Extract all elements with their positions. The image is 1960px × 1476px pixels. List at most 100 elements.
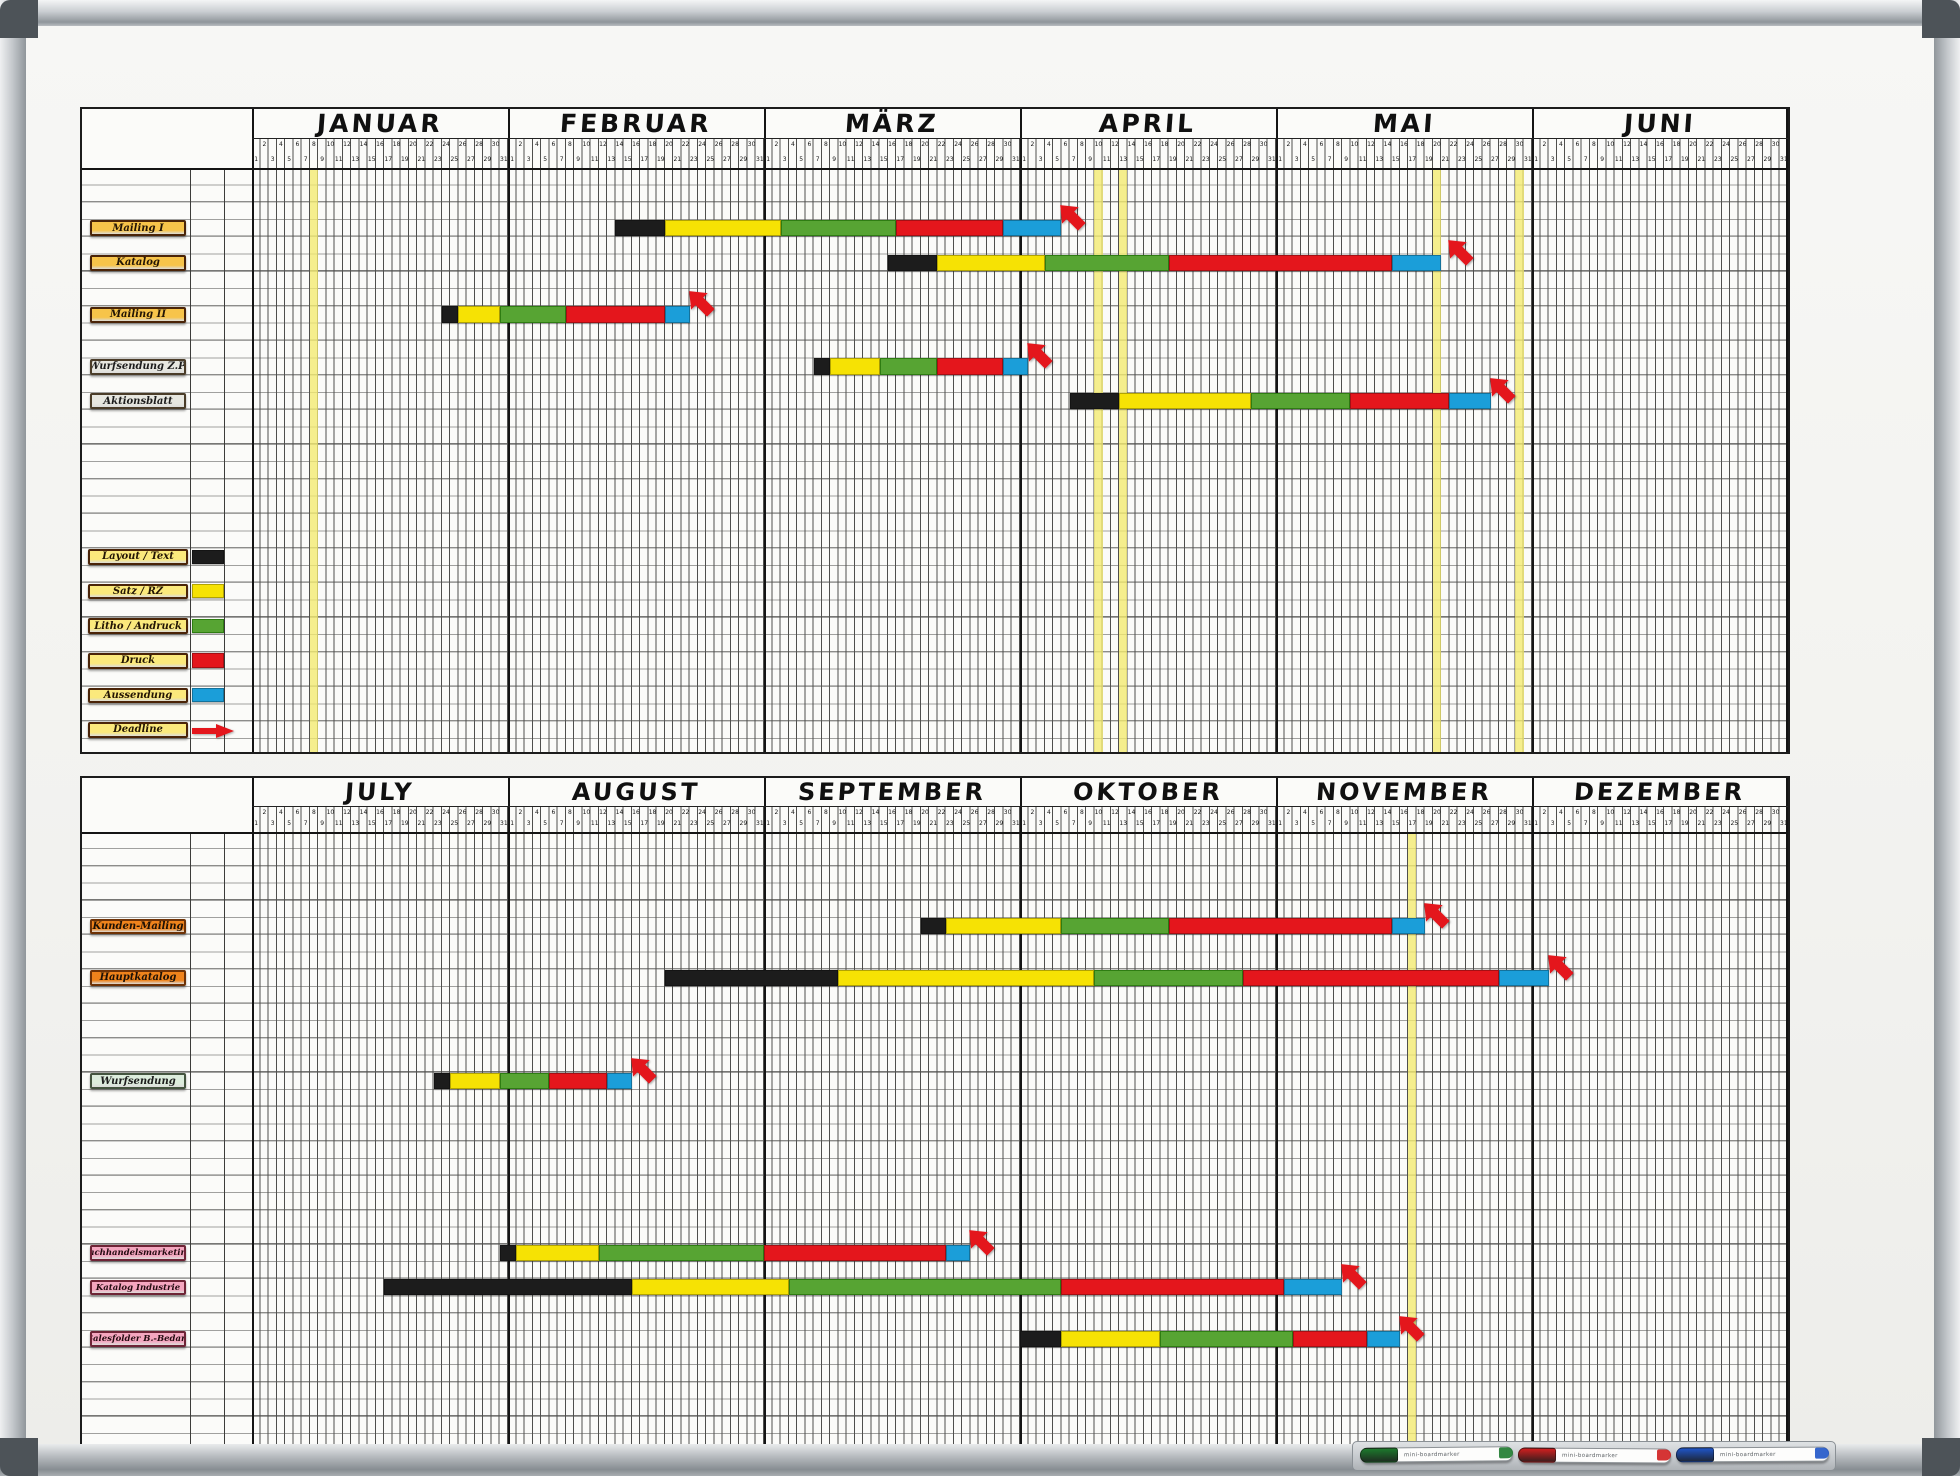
row-label[interactable]: Katalog <box>90 255 186 271</box>
legend-chip-red[interactable] <box>192 653 224 668</box>
bar-segment-black[interactable] <box>384 1279 632 1296</box>
bar-segment-red[interactable] <box>764 1244 946 1261</box>
bar-segment-yellow[interactable] <box>1061 1330 1161 1347</box>
deadline-arrow[interactable] <box>1053 198 1089 238</box>
bar-segment-black[interactable] <box>1020 1330 1062 1347</box>
legend-label[interactable]: Deadline <box>88 722 188 738</box>
legend-chip-yellow[interactable] <box>192 584 224 599</box>
bar-segment-green[interactable] <box>1160 1330 1293 1347</box>
legend-label[interactable]: Aussendung <box>88 687 188 704</box>
day-number: 25 <box>450 156 459 163</box>
bar-segment-yellow[interactable] <box>516 1244 599 1261</box>
bar-segment-red[interactable] <box>1061 1279 1285 1296</box>
bar-segment-green[interactable] <box>788 1279 1062 1296</box>
bar-segment-blue[interactable] <box>607 1072 632 1089</box>
bar-segment-green[interactable] <box>879 358 938 375</box>
bar-segment-blue[interactable] <box>1366 1330 1400 1347</box>
bar-segment-black[interactable] <box>664 969 839 986</box>
bar-segment-blue[interactable] <box>664 306 690 323</box>
row-label[interactable]: Kunden-Mailing <box>90 918 186 935</box>
legend-label[interactable]: Layout / Text <box>88 549 188 565</box>
deadline-arrow[interactable] <box>1541 948 1577 988</box>
bar-segment-black[interactable] <box>499 1244 517 1261</box>
row-label[interactable]: Wurfsendung <box>90 1073 186 1089</box>
bar-segment-yellow[interactable] <box>937 254 1045 271</box>
legend-chip-blue[interactable] <box>192 688 224 703</box>
bar-segment-black[interactable] <box>441 306 459 323</box>
bar-segment-black[interactable] <box>887 254 938 271</box>
bar-segment-blue[interactable] <box>1003 358 1029 375</box>
legend-label[interactable]: Druck <box>88 652 188 669</box>
bar-segment-blue[interactable] <box>1391 918 1425 935</box>
bar-segment-red[interactable] <box>1242 969 1499 986</box>
highlight-column[interactable] <box>1432 168 1442 752</box>
row-label[interactable]: Aktionsblatt <box>90 393 186 410</box>
bar-segment-black[interactable] <box>1069 392 1120 410</box>
legend-chip-black[interactable] <box>192 549 224 564</box>
bar-segment-blue[interactable] <box>1284 1279 1343 1296</box>
deadline-arrow[interactable] <box>1020 336 1056 376</box>
bar-segment-blue[interactable] <box>1498 969 1549 986</box>
bar-segment-black[interactable] <box>920 918 946 935</box>
deadline-arrow[interactable] <box>1441 233 1477 273</box>
bar-segment-blue[interactable] <box>1003 219 1062 237</box>
deadline-arrow[interactable] <box>1392 1309 1428 1349</box>
deadline-arrow[interactable] <box>962 1223 998 1263</box>
bar-segment-green[interactable] <box>780 219 897 237</box>
day-number: 21 <box>673 820 682 827</box>
highlight-column[interactable] <box>1408 832 1417 1448</box>
row-label[interactable]: Hauptkatalog <box>90 970 186 986</box>
highlight-column[interactable] <box>1119 168 1128 752</box>
legend-label[interactable]: Satz / RZ <box>88 583 188 600</box>
deadline-arrow[interactable] <box>682 284 718 324</box>
bar-segment-green[interactable] <box>499 306 566 323</box>
deadline-arrow[interactable] <box>1483 371 1519 411</box>
bar-segment-black[interactable] <box>433 1072 451 1089</box>
row-label[interactable]: Katalog Industrie <box>90 1279 186 1296</box>
bar-segment-yellow[interactable] <box>838 969 1095 986</box>
highlight-column[interactable] <box>1094 168 1103 752</box>
bar-segment-yellow[interactable] <box>631 1279 789 1296</box>
bar-segment-blue[interactable] <box>945 1244 971 1261</box>
row-label[interactable]: Mailing I <box>90 220 186 237</box>
deadline-arrow[interactable] <box>624 1051 660 1091</box>
bar-segment-blue[interactable] <box>1449 392 1491 410</box>
row-label[interactable]: Salesfolder B.-Bedarf <box>90 1331 186 1347</box>
bar-segment-red[interactable] <box>1350 392 1450 410</box>
bar-segment-green[interactable] <box>598 1244 764 1261</box>
bar-segment-yellow[interactable] <box>458 306 500 323</box>
bar-segment-yellow[interactable] <box>450 1072 500 1089</box>
bar-segment-green[interactable] <box>1251 392 1351 410</box>
bar-segment-green[interactable] <box>1044 254 1169 271</box>
boardmarker-pen[interactable]: mini-boardmarker <box>1359 1446 1514 1463</box>
day-number: 5 <box>1567 156 1572 163</box>
row-label[interactable]: Mailing II <box>90 306 186 323</box>
bar-segment-red[interactable] <box>896 219 1004 237</box>
bar-segment-red[interactable] <box>1292 1330 1367 1347</box>
deadline-arrow[interactable] <box>1417 896 1453 936</box>
bar-segment-red[interactable] <box>565 306 665 323</box>
bar-segment-green[interactable] <box>1094 969 1243 986</box>
deadline-arrow[interactable] <box>1334 1257 1370 1297</box>
legend-label[interactable]: Litho / Andruck <box>88 618 188 635</box>
bar-segment-red[interactable] <box>937 358 1004 375</box>
bar-segment-blue[interactable] <box>1391 254 1442 271</box>
bar-segment-green[interactable] <box>1061 918 1169 935</box>
bar-segment-black[interactable] <box>615 219 665 237</box>
bar-segment-yellow[interactable] <box>664 219 781 237</box>
bar-segment-red[interactable] <box>1168 918 1392 935</box>
bar-segment-yellow[interactable] <box>1119 392 1252 410</box>
bar-segment-red[interactable] <box>1168 254 1392 271</box>
bar-segment-black[interactable] <box>813 358 831 375</box>
highlight-column[interactable] <box>1515 168 1524 752</box>
row-label[interactable]: Fachhandelsmarketing <box>90 1245 186 1261</box>
boardmarker-pen[interactable]: mini-boardmarker <box>1675 1446 1830 1463</box>
highlight-column[interactable] <box>309 168 319 752</box>
row-label[interactable]: Wurfsendung Z.P. <box>90 358 186 375</box>
bar-segment-yellow[interactable] <box>945 918 1062 935</box>
bar-segment-yellow[interactable] <box>830 358 880 375</box>
legend-chip-green[interactable] <box>192 618 224 634</box>
bar-segment-red[interactable] <box>549 1072 608 1089</box>
bar-segment-green[interactable] <box>499 1072 550 1089</box>
boardmarker-pen[interactable]: mini-boardmarker <box>1517 1447 1672 1464</box>
